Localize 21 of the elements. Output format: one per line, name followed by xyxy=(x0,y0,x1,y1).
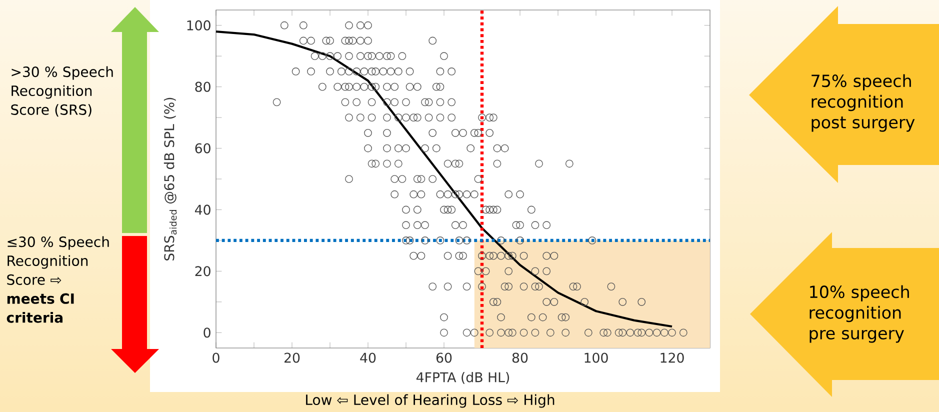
x-tick-label: 40 xyxy=(360,352,376,363)
text: ≤30 % Speech Recognition Score ⇨ meets CI criteria xyxy=(6,236,109,323)
x-axis-title: 4FPTA (dB HL) xyxy=(416,372,510,384)
x-tick-label: 60 xyxy=(436,352,452,363)
text: 10% speech recognition pre surgery xyxy=(810,285,909,343)
y-tick-label: 100 xyxy=(187,20,210,30)
line-series xyxy=(214,30,674,328)
text: 75% speech recognition post surgery xyxy=(812,74,915,132)
y-tick-label: 60 xyxy=(195,143,210,154)
x-tick-label: 100 xyxy=(584,352,608,363)
y-tick-label: 0 xyxy=(204,328,210,338)
text: >30 % Speech Recognition Score (SRS) xyxy=(11,66,113,117)
x-tick-label: 80 xyxy=(512,352,528,363)
x-tick-label: 0 xyxy=(212,352,220,363)
y-tick-label: 20 xyxy=(195,266,210,276)
y-tick-label: 40 xyxy=(194,204,210,215)
y-tick-label: 80 xyxy=(195,82,210,92)
x-tick-label: 120 xyxy=(660,352,684,363)
y-axis-title: SRS$_{aided}$ @65 dB SPL (%) xyxy=(164,98,177,260)
x-tick-label: 20 xyxy=(284,352,300,363)
text: Low ⇦ Level of Hearing Loss ⇨ High xyxy=(306,394,554,408)
